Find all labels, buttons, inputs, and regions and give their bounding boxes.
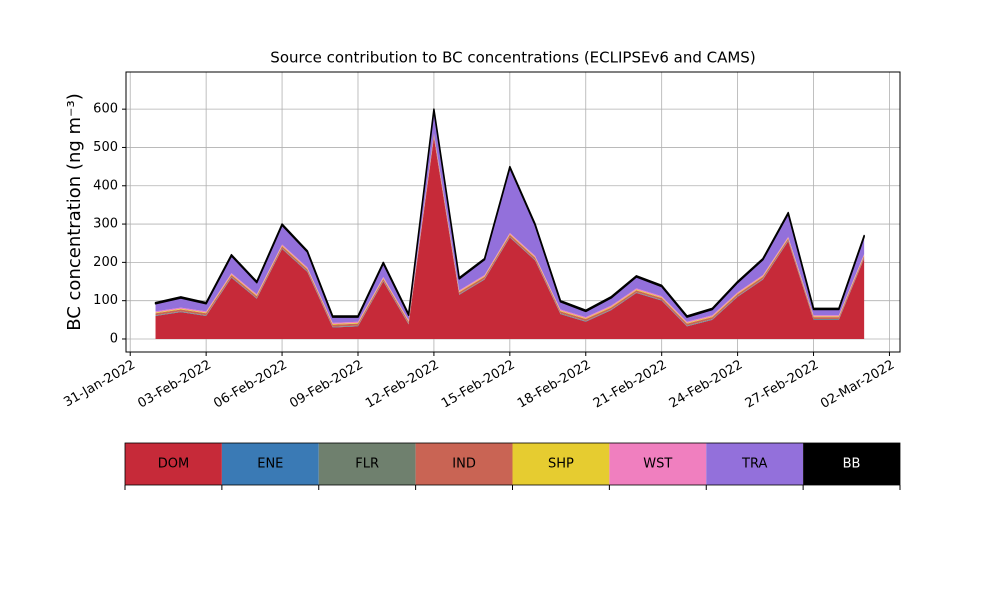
x-tick-label: 06-Feb-2022 [211, 358, 290, 412]
x-tick-label: 03-Feb-2022 [135, 358, 214, 412]
legend-label: WST [643, 457, 672, 472]
area-bb [154, 108, 865, 318]
y-tick-label: 400 [93, 178, 118, 193]
x-tick-label: 02-Mar-2022 [818, 358, 897, 412]
legend-swatch [318, 443, 416, 485]
y-tick-label: 100 [93, 293, 118, 308]
legend-label: SHP [548, 457, 574, 472]
x-tick-label: 24-Feb-2022 [667, 358, 746, 412]
x-tick-label: 21-Feb-2022 [591, 358, 670, 412]
legend-swatch [609, 443, 707, 485]
chart-title: Source contribution to BC concentrations… [270, 49, 755, 67]
legend-label: ENE [257, 457, 283, 472]
legend-label: IND [452, 457, 476, 472]
legend-swatch [415, 443, 513, 485]
plot-frame [125, 71, 901, 353]
legend-label: TRA [741, 457, 767, 472]
area-dom [155, 137, 865, 339]
y-tick-label: 300 [93, 217, 118, 232]
legend-swatch [803, 443, 900, 485]
y-tick-label: 200 [93, 255, 118, 270]
x-tick-label: 27-Feb-2022 [743, 358, 822, 412]
legend-swatch [221, 443, 319, 485]
x-tick-label: 12-Feb-2022 [363, 358, 442, 412]
y-tick-label: 0 [110, 331, 118, 346]
y-axis-label: BC concentration (ng m⁻³) [64, 93, 85, 331]
x-tick-label: 15-Feb-2022 [439, 358, 518, 412]
x-tick-label: 18-Feb-2022 [515, 358, 594, 412]
area-tra [155, 110, 865, 323]
legend-swatch [512, 443, 610, 485]
legend-label: DOM [158, 457, 189, 472]
legend-swatch [125, 443, 222, 485]
x-tick-label: 31-Jan-2022 [61, 358, 138, 411]
legend-label: BB [843, 457, 861, 472]
x-tick-label: 09-Feb-2022 [287, 358, 366, 412]
y-tick-label: 500 [93, 140, 118, 155]
y-tick-label: 600 [93, 102, 118, 117]
legend-label: FLR [355, 457, 379, 472]
legend-swatch [706, 443, 804, 485]
